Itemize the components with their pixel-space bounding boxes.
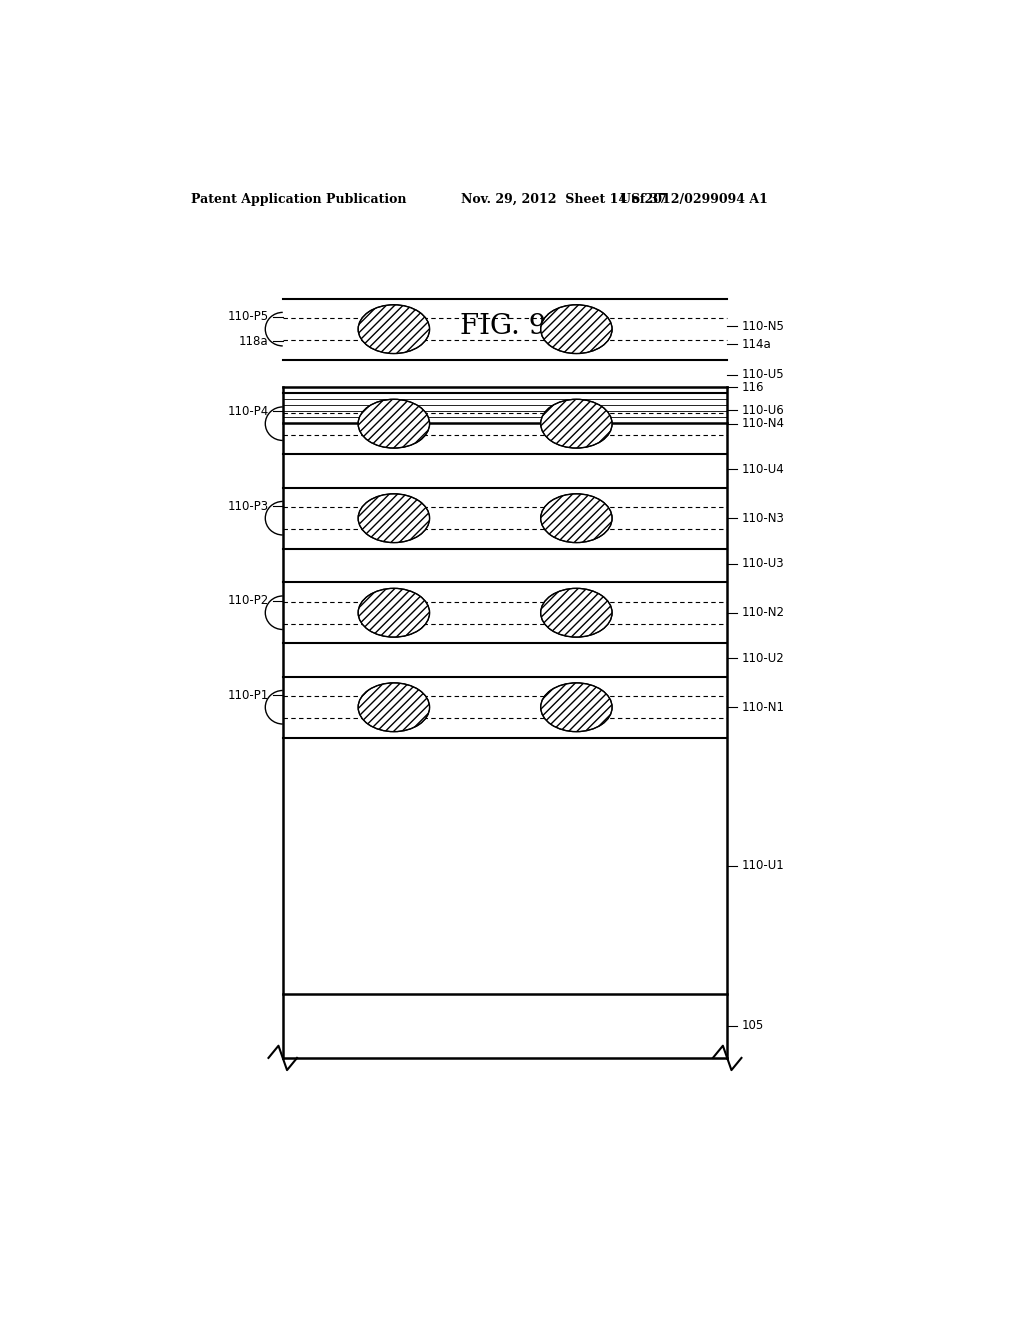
Text: 110-N3: 110-N3 bbox=[741, 512, 784, 525]
Text: 110-N2: 110-N2 bbox=[741, 606, 784, 619]
Text: FIG. 9I: FIG. 9I bbox=[461, 313, 557, 339]
Ellipse shape bbox=[541, 682, 612, 731]
Ellipse shape bbox=[358, 399, 430, 447]
Text: 110-P5: 110-P5 bbox=[227, 310, 268, 323]
Text: 114a: 114a bbox=[741, 338, 771, 351]
Text: 118a: 118a bbox=[239, 335, 268, 348]
Ellipse shape bbox=[358, 589, 430, 638]
Text: 110-N1: 110-N1 bbox=[741, 701, 784, 714]
Text: 110-P2: 110-P2 bbox=[227, 594, 268, 607]
Text: 110-N5: 110-N5 bbox=[741, 319, 784, 333]
Ellipse shape bbox=[358, 494, 430, 543]
Text: 110-P1: 110-P1 bbox=[227, 689, 268, 701]
Text: 110-U6: 110-U6 bbox=[741, 404, 784, 417]
Text: 110-U4: 110-U4 bbox=[741, 463, 784, 475]
Text: 105: 105 bbox=[741, 1019, 764, 1032]
Text: 110-P3: 110-P3 bbox=[227, 499, 268, 512]
Ellipse shape bbox=[541, 305, 612, 354]
Ellipse shape bbox=[541, 589, 612, 638]
Text: 116: 116 bbox=[741, 380, 764, 393]
Text: Patent Application Publication: Patent Application Publication bbox=[191, 193, 407, 206]
Text: 110-U3: 110-U3 bbox=[741, 557, 784, 570]
Ellipse shape bbox=[358, 305, 430, 354]
Ellipse shape bbox=[358, 682, 430, 731]
Text: US 2012/0299094 A1: US 2012/0299094 A1 bbox=[620, 193, 768, 206]
Text: 110-U5: 110-U5 bbox=[741, 368, 784, 381]
Text: 110-U1: 110-U1 bbox=[741, 859, 784, 873]
Text: Nov. 29, 2012  Sheet 14 of 37: Nov. 29, 2012 Sheet 14 of 37 bbox=[461, 193, 668, 206]
Ellipse shape bbox=[541, 494, 612, 543]
Ellipse shape bbox=[541, 399, 612, 447]
Text: 110-U2: 110-U2 bbox=[741, 652, 784, 665]
Text: 110-P4: 110-P4 bbox=[227, 405, 268, 418]
Text: 110-N4: 110-N4 bbox=[741, 417, 784, 430]
